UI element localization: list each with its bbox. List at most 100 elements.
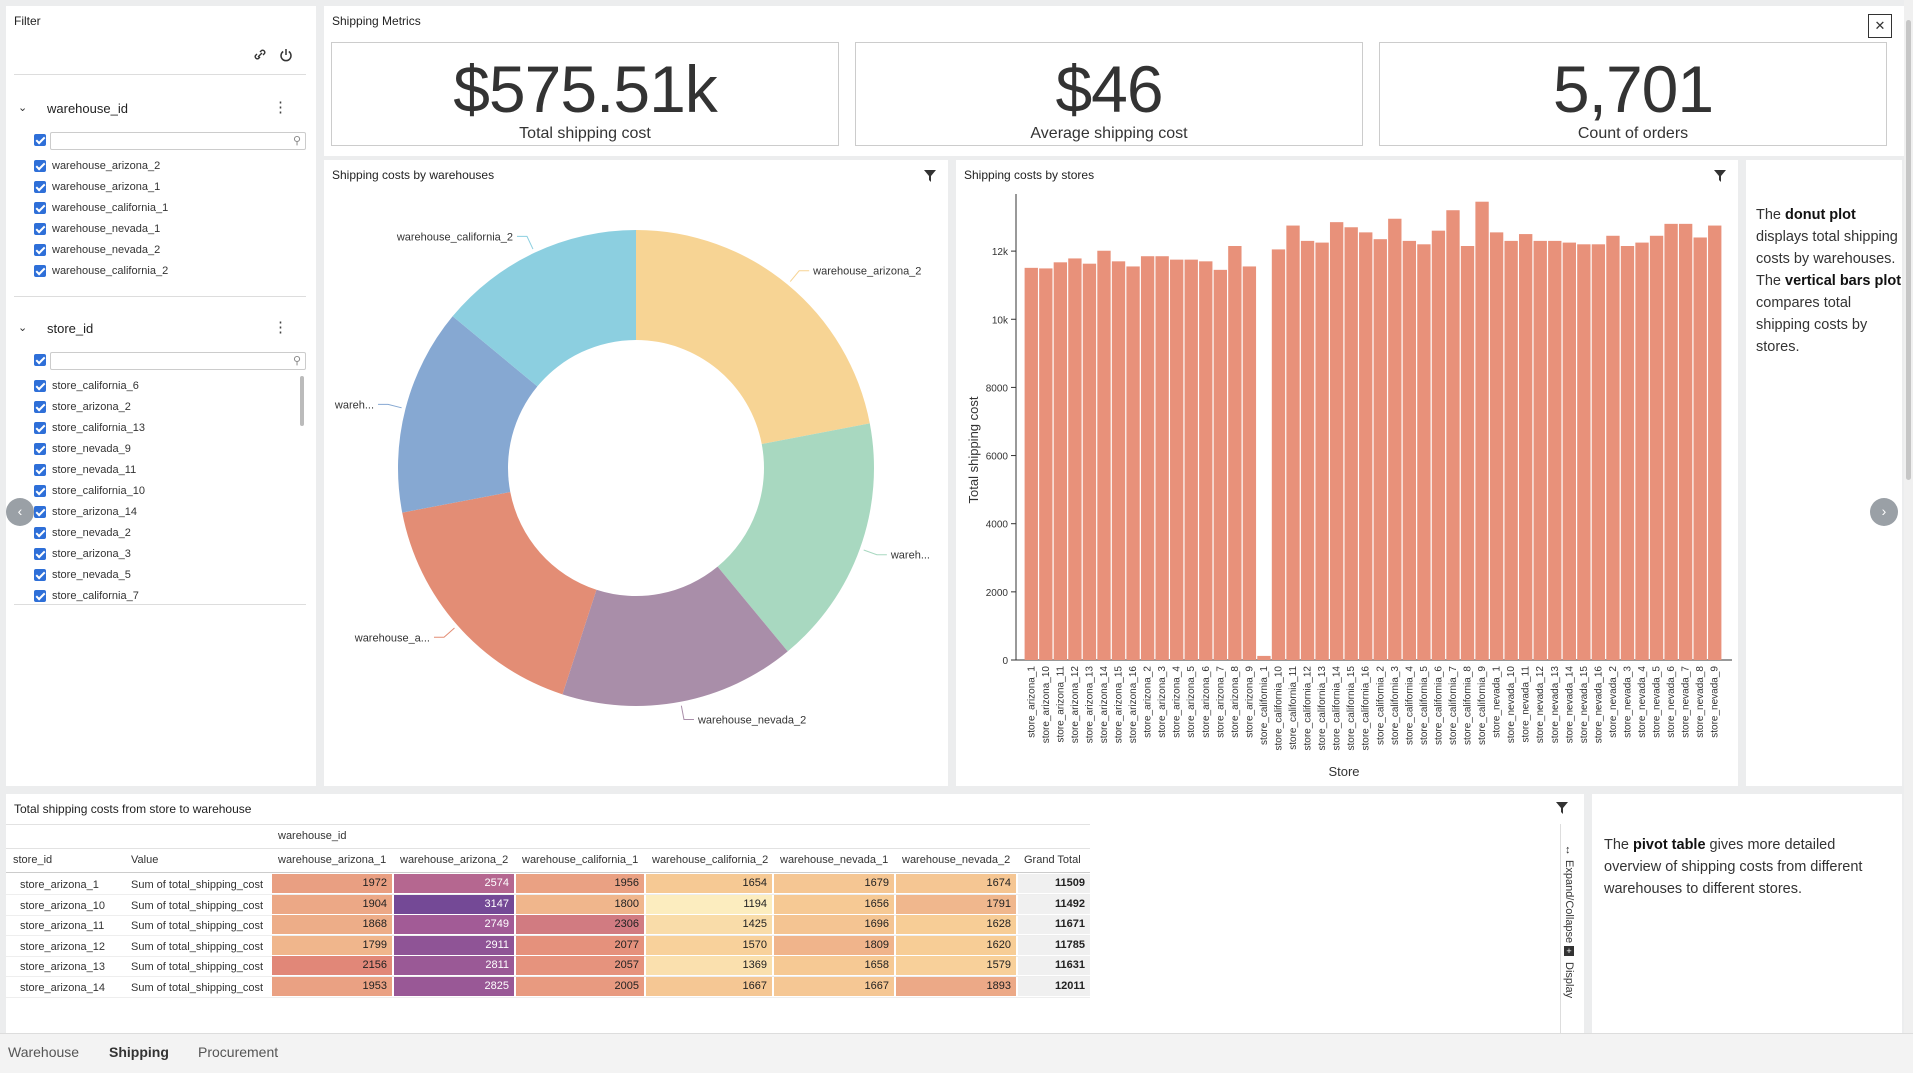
filter-option[interactable]: warehouse_nevada_2 [34, 244, 160, 261]
table-cell[interactable]: 1658 [774, 956, 894, 975]
filter-option[interactable]: store_arizona_14 [34, 506, 137, 523]
bar[interactable] [1359, 232, 1373, 660]
bar[interactable] [1475, 201, 1489, 660]
option-checkbox[interactable] [34, 506, 46, 519]
table-cell[interactable]: 1893 [896, 976, 1016, 996]
table-cell[interactable]: 1620 [896, 935, 1016, 955]
more-options-icon[interactable]: ⋮ [273, 319, 288, 336]
option-checkbox[interactable] [34, 485, 46, 498]
filter-option[interactable]: store_arizona_3 [34, 548, 131, 565]
store-list-scrollbar[interactable] [300, 376, 304, 426]
donut-slice[interactable] [717, 423, 874, 652]
table-cell[interactable]: 1679 [774, 874, 894, 893]
next-slide-arrow-icon[interactable]: › [1870, 498, 1898, 526]
store-search-input[interactable]: ⚲ [50, 352, 306, 370]
option-checkbox[interactable] [34, 464, 46, 477]
donut-slice[interactable] [636, 230, 870, 445]
filter-option[interactable]: store_california_7 [34, 590, 139, 607]
option-checkbox[interactable] [34, 569, 46, 582]
table-cell[interactable]: 1654 [646, 874, 772, 893]
bar[interactable] [1635, 242, 1649, 660]
option-checkbox[interactable] [34, 202, 46, 215]
bar[interactable] [1708, 225, 1722, 661]
donut-slice[interactable] [398, 316, 538, 513]
expand-collapse-button[interactable]: Expand/Collapse [1563, 860, 1575, 944]
bar[interactable] [1548, 240, 1562, 660]
bar[interactable] [1649, 235, 1664, 660]
option-checkbox[interactable] [34, 244, 46, 257]
bar[interactable] [1053, 262, 1068, 660]
bar[interactable] [1678, 223, 1693, 660]
tab-procurement[interactable]: Procurement [198, 1044, 279, 1060]
column-header[interactable]: warehouse_nevada_1 [780, 854, 889, 866]
bar[interactable] [1431, 230, 1446, 660]
bar[interactable] [1489, 232, 1504, 660]
bar[interactable] [1184, 259, 1198, 660]
filter-funnel-icon[interactable] [924, 170, 936, 182]
bar[interactable] [1068, 258, 1082, 660]
bar[interactable] [1402, 240, 1417, 660]
donut-slice[interactable] [402, 491, 597, 695]
column-header[interactable]: Grand Total [1024, 854, 1081, 866]
grand-total-cell[interactable]: 11492 [1018, 894, 1090, 914]
table-cell[interactable]: 1579 [896, 956, 1016, 975]
option-checkbox[interactable] [34, 590, 46, 603]
chevron-down-icon[interactable]: ⌄ [18, 322, 28, 334]
option-checkbox[interactable] [34, 380, 46, 393]
donut-slice[interactable] [562, 566, 788, 706]
option-checkbox[interactable] [34, 443, 46, 456]
table-cell[interactable]: 1791 [896, 894, 1016, 914]
warehouse-search-input[interactable]: ⚲ [50, 132, 306, 150]
table-cell[interactable]: 1570 [646, 935, 772, 955]
column-header[interactable]: warehouse_california_1 [522, 854, 639, 866]
option-checkbox[interactable] [34, 223, 46, 236]
table-cell[interactable]: 1953 [272, 976, 392, 996]
bar[interactable] [1228, 246, 1242, 660]
table-cell[interactable]: 1369 [646, 956, 772, 975]
warehouse-filter-header[interactable]: ⌄ warehouse_id ⋮ [14, 98, 306, 118]
filter-option[interactable]: warehouse_california_2 [34, 265, 168, 282]
bar[interactable] [1446, 210, 1460, 660]
option-checkbox[interactable] [34, 527, 46, 540]
option-checkbox[interactable] [34, 422, 46, 435]
tab-warehouse[interactable]: Warehouse [8, 1044, 80, 1060]
bar[interactable] [1606, 235, 1620, 660]
bar[interactable] [1620, 246, 1635, 660]
table-cell[interactable]: 2911 [394, 935, 514, 955]
option-checkbox[interactable] [34, 548, 46, 561]
table-cell[interactable]: 2574 [394, 874, 514, 893]
table-cell[interactable]: 1667 [774, 976, 894, 996]
table-cell[interactable]: 3147 [394, 894, 514, 914]
option-checkbox[interactable] [34, 160, 46, 173]
display-button[interactable]: Display [1563, 962, 1575, 999]
tab-shipping[interactable]: Shipping [109, 1044, 169, 1060]
filter-option[interactable]: store_california_6 [34, 380, 139, 397]
column-header[interactable]: warehouse_arizona_1 [278, 854, 387, 866]
table-cell[interactable]: 1656 [774, 894, 894, 914]
table-cell[interactable]: 1425 [646, 915, 772, 934]
previous-slide-arrow-icon[interactable]: ‹ [6, 498, 34, 526]
table-cell[interactable]: 1194 [646, 894, 772, 914]
bar[interactable] [1519, 234, 1533, 660]
bar[interactable] [1213, 269, 1227, 660]
expand-collapse-icon[interactable]: ↕ [1565, 844, 1571, 856]
table-cell[interactable]: 1904 [272, 894, 392, 914]
bar[interactable] [1199, 261, 1213, 660]
bar[interactable] [1286, 225, 1300, 661]
filter-option[interactable]: warehouse_nevada_1 [34, 223, 160, 240]
grand-total-cell[interactable]: 12011 [1018, 976, 1090, 996]
bar[interactable] [1562, 242, 1576, 660]
column-header[interactable]: warehouse_arizona_2 [400, 854, 509, 866]
filter-option[interactable]: warehouse_arizona_1 [34, 181, 160, 198]
table-cell[interactable]: 1972 [272, 874, 392, 893]
select-all-checkbox[interactable] [34, 354, 46, 366]
bar[interactable] [1460, 246, 1475, 660]
donut-slice[interactable] [452, 230, 636, 387]
table-cell[interactable]: 1868 [272, 915, 392, 934]
table-cell[interactable]: 1809 [774, 935, 894, 955]
grand-total-cell[interactable]: 11509 [1018, 874, 1090, 893]
filter-option[interactable]: store_nevada_11 [34, 464, 136, 481]
table-cell[interactable]: 1674 [896, 874, 1016, 893]
bar[interactable] [1373, 239, 1387, 660]
bar[interactable] [1257, 655, 1271, 660]
